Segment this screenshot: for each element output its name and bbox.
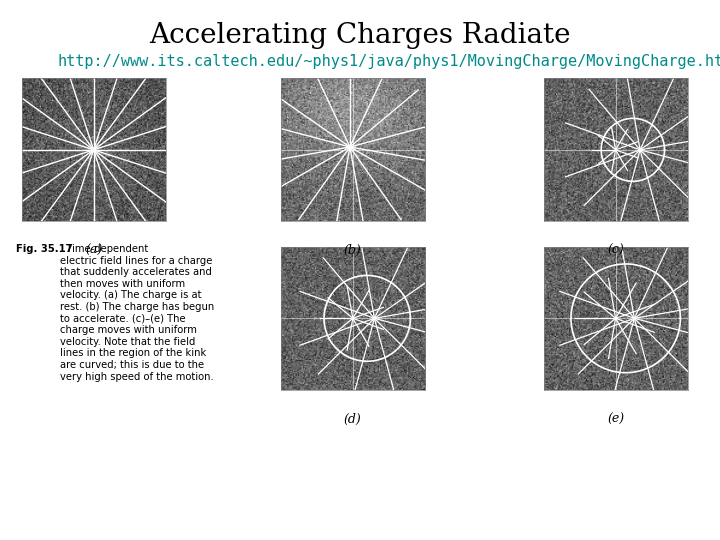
Text: (b): (b)	[344, 244, 361, 257]
Text: (c): (c)	[607, 244, 624, 257]
Text: Time-dependent
electric field lines for a charge
that suddenly accelerates and
t: Time-dependent electric field lines for …	[60, 244, 215, 382]
Text: (a): (a)	[85, 244, 102, 257]
Text: Fig. 35.17: Fig. 35.17	[16, 244, 73, 254]
Text: (d): (d)	[344, 413, 361, 426]
Text: (e): (e)	[607, 413, 624, 426]
Text: Accelerating Charges Radiate: Accelerating Charges Radiate	[149, 22, 571, 49]
Text: http://www.its.caltech.edu/~phys1/java/phys1/MovingCharge/MovingCharge.html#: http://www.its.caltech.edu/~phys1/java/p…	[58, 54, 720, 69]
